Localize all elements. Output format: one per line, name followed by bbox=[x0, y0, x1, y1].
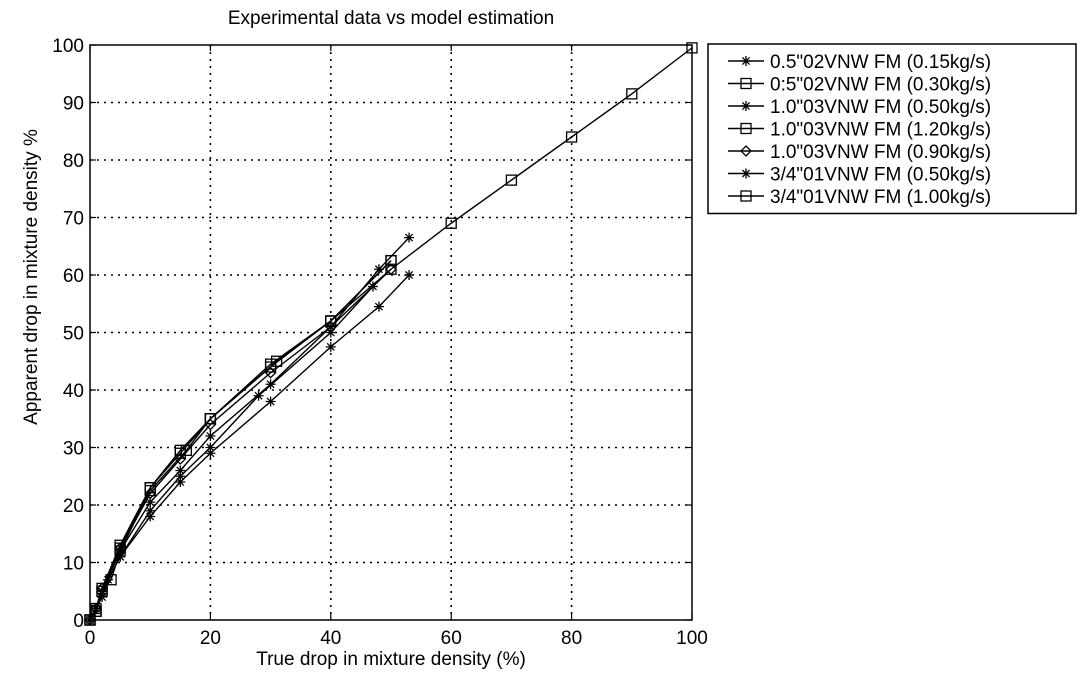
x-axis-label: True drop in mixture density (%) bbox=[256, 649, 526, 670]
y-tick-label: 80 bbox=[63, 151, 84, 172]
data-point bbox=[145, 511, 156, 522]
data-point bbox=[114, 539, 126, 551]
data-point bbox=[205, 442, 216, 453]
data-point bbox=[205, 431, 216, 441]
legend: 0.5"02VNW FM (0.15kg/s)0:5"02VNW FM (0.3… bbox=[707, 43, 1077, 215]
x-tick-label: 40 bbox=[320, 628, 341, 649]
data-point bbox=[175, 471, 186, 482]
data-point bbox=[264, 366, 277, 379]
legend-label: 1.0"03VNW FM (0.90kg/s) bbox=[770, 142, 991, 163]
data-point bbox=[565, 131, 578, 143]
data-point bbox=[373, 301, 384, 312]
data-point bbox=[325, 327, 336, 338]
y-tick-label: 10 bbox=[63, 554, 84, 575]
data-point bbox=[115, 546, 126, 556]
y-tick-label: 100 bbox=[52, 36, 84, 57]
data-point bbox=[505, 174, 518, 186]
y-tick-label: 60 bbox=[63, 266, 84, 287]
series-line bbox=[89, 268, 392, 621]
data-point bbox=[97, 586, 108, 597]
legend-marker bbox=[740, 145, 752, 157]
data-point bbox=[174, 444, 186, 457]
data-point bbox=[626, 88, 638, 100]
y-tick-label: 50 bbox=[63, 324, 84, 345]
legend-marker bbox=[741, 168, 751, 179]
y-tick-label: 0 bbox=[73, 611, 84, 632]
legend-marker bbox=[740, 77, 752, 90]
data-point bbox=[84, 614, 96, 626]
legend-item: 3/4"01VNW FM (1.00kg/s) bbox=[728, 187, 991, 208]
x-tick-label: 60 bbox=[441, 628, 462, 649]
legend-item: 3/4"01VNW FM (0.50kg/s) bbox=[728, 165, 991, 186]
legend-item: 0.5"02VNW FM (0.15kg/s) bbox=[728, 52, 991, 73]
legend-item: 1.0"03VNW FM (0.90kg/s) bbox=[728, 142, 991, 163]
x-tick-label: 20 bbox=[200, 628, 221, 649]
data-point bbox=[97, 592, 108, 602]
data-point bbox=[204, 413, 217, 425]
legend-marker bbox=[740, 190, 752, 202]
legend-label: 3/4"01VNW FM (0.50kg/s) bbox=[770, 165, 991, 186]
data-point bbox=[373, 264, 384, 275]
data-point bbox=[144, 482, 156, 494]
x-tick-label: 80 bbox=[561, 628, 582, 649]
data-point bbox=[367, 281, 378, 292]
legend-marker bbox=[740, 122, 752, 135]
y-tick-label: 20 bbox=[63, 496, 84, 517]
data-point bbox=[325, 315, 337, 327]
data-point bbox=[175, 465, 186, 476]
legend-label: 3/4"01VNW FM (1.00kg/s) bbox=[770, 187, 991, 208]
legend-item: 1.0"03VNW FM (1.20kg/s) bbox=[728, 120, 991, 141]
plot-area: 0 20 40 60 80 100 0 10 20 30 40 50 60 70 80 90 100 bbox=[52, 36, 708, 649]
data-point bbox=[385, 263, 397, 275]
legend-frame bbox=[707, 43, 1077, 215]
data-point bbox=[686, 42, 698, 54]
data-point bbox=[325, 341, 336, 352]
series-line bbox=[89, 260, 392, 621]
y-tick-label: 40 bbox=[63, 381, 84, 402]
data-point bbox=[174, 453, 187, 465]
series-4 bbox=[84, 254, 397, 626]
x-tick-label: 100 bbox=[676, 628, 708, 649]
legend-label: 1.0"03VNW FM (1.20kg/s) bbox=[770, 120, 991, 141]
y-tick-label: 90 bbox=[63, 94, 84, 115]
series-line bbox=[89, 274, 410, 621]
data-point bbox=[205, 448, 216, 459]
data-point bbox=[175, 477, 186, 487]
series-line bbox=[89, 47, 693, 621]
legend-marker bbox=[741, 56, 751, 66]
data-point bbox=[445, 217, 457, 229]
data-point bbox=[265, 396, 276, 407]
data-point bbox=[404, 270, 415, 280]
data-point bbox=[264, 358, 277, 370]
legend-label: 0.5"02VNW FM (0.15kg/s) bbox=[770, 52, 991, 73]
data-point bbox=[115, 551, 126, 562]
data-point bbox=[145, 497, 156, 508]
legend-marker bbox=[741, 101, 751, 111]
legend-label: 0:5"02VNW FM (0.30kg/s) bbox=[770, 75, 991, 96]
y-axis-label: Apparent drop in mixture density % bbox=[21, 129, 42, 425]
data-point bbox=[265, 379, 276, 390]
data-point bbox=[385, 254, 397, 267]
data-point bbox=[270, 355, 283, 367]
legend-item: 1.0"03VNW FM (0.50kg/s) bbox=[728, 97, 991, 118]
data-point bbox=[96, 582, 108, 595]
chart-title: Experimental data vs model estimation bbox=[228, 8, 554, 29]
series-line bbox=[89, 260, 392, 621]
y-tick-label: 70 bbox=[63, 209, 84, 230]
data-point bbox=[144, 487, 157, 500]
series-2 bbox=[84, 254, 397, 626]
data-point bbox=[253, 390, 264, 401]
data-point bbox=[404, 232, 415, 243]
legend-label: 1.0"03VNW FM (0.50kg/s) bbox=[770, 97, 991, 118]
data-point bbox=[90, 602, 102, 615]
legend-item: 0:5"02VNW FM (0.30kg/s) bbox=[728, 75, 991, 96]
x-tick-label: 0 bbox=[85, 628, 96, 649]
series-5 bbox=[84, 263, 397, 626]
y-tick-label: 30 bbox=[63, 439, 84, 460]
data-point bbox=[145, 505, 156, 516]
series-7 bbox=[84, 42, 698, 626]
